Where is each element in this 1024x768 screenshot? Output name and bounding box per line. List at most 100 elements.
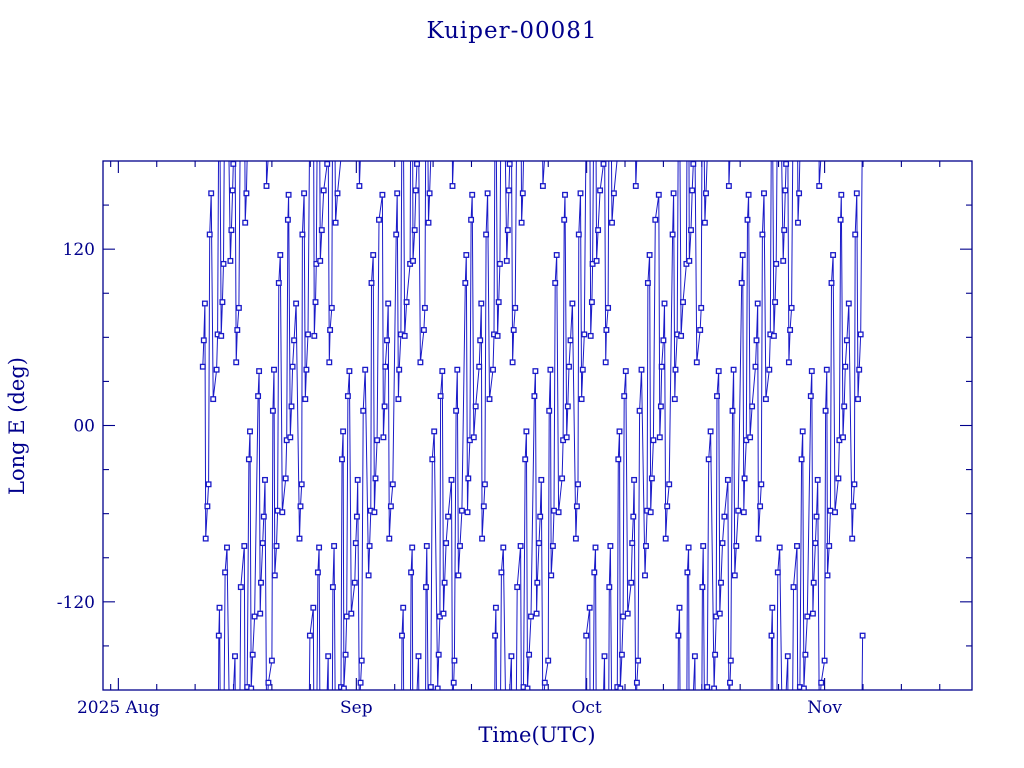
data-point-marker [852,231,859,238]
data-point-marker [340,428,347,435]
data-point-marker [776,544,783,551]
data-series [199,161,866,690]
x-tick-label: 2025 Aug [77,698,160,718]
data-point-marker [358,657,365,664]
data-point-marker [256,368,263,375]
data-point-marker [602,359,609,366]
data-point-marker [469,191,476,198]
data-point-marker [564,403,571,410]
data-point-marker [263,183,270,189]
data-point-marker [293,300,300,307]
data-point-marker [500,544,507,551]
data-point-marker [772,299,779,306]
data-point-marker [259,540,266,547]
data-point-marker [857,331,864,338]
data-point-marker [393,231,400,238]
data-point-marker [298,481,305,488]
data-point-marker [360,407,367,414]
data-point-marker [657,403,664,410]
data-point-marker [551,507,557,514]
data-point-marker [621,393,628,400]
data-point-marker [600,161,607,167]
data-point-marker [788,304,795,311]
data-point-marker [762,396,769,403]
data-point-marker [773,260,780,267]
data-point-marker [476,363,483,370]
data-point-marker [492,632,499,639]
data-point-marker [738,280,745,286]
data-point-marker [697,327,704,333]
data-point-marker [770,332,777,339]
data-point-marker [796,190,803,197]
data-point-marker [563,434,570,441]
data-point-marker [741,475,748,482]
data-point-marker [479,535,486,542]
data-point-marker [573,503,580,510]
data-point-marker [813,513,820,520]
data-point-marker [457,543,463,549]
data-point-marker [731,572,738,579]
data-point-marker [431,428,438,435]
data-point-marker [339,456,345,463]
data-point-marker [213,366,220,373]
data-point-marker [790,584,797,591]
data-point-marker [716,610,723,617]
data-point-marker [607,543,614,549]
data-point-marker [814,476,821,483]
longitude-series-line [202,161,864,690]
data-point-marker [538,476,545,483]
data-point-marker [822,407,829,414]
data-point-marker [794,543,800,549]
data-point-marker [631,476,638,483]
data-point-marker [783,161,790,167]
data-point-marker [523,428,530,435]
data-point-marker [718,579,724,586]
data-point-marker [451,657,458,664]
data-point-marker [572,535,579,542]
data-point-marker [248,685,255,690]
data-point-marker [648,475,655,482]
data-point-marker [384,337,390,344]
data-point-marker [372,475,379,482]
data-point-marker [291,337,298,344]
data-point-marker [541,679,548,686]
data-point-marker [376,216,382,223]
data-point-marker [671,396,678,403]
data-point-marker [495,299,502,306]
data-point-markers [199,161,866,690]
data-point-marker [382,363,389,370]
data-point-marker [508,653,515,660]
data-point-marker [387,503,394,510]
data-point-marker [652,216,659,223]
data-point-marker [470,434,477,441]
data-point-marker [754,300,761,307]
data-point-marker [458,507,465,514]
data-point-marker [531,393,538,400]
data-point-marker [615,456,622,463]
data-point-marker [218,332,225,339]
data-point-marker [656,434,663,441]
data-point-marker [539,183,546,189]
data-point-marker [494,332,501,339]
data-point-marker [227,257,234,264]
data-point-marker [318,227,325,234]
data-point-marker [725,183,732,189]
data-point-marker [420,327,427,333]
data-point-marker [548,572,555,579]
data-point-marker [380,434,387,441]
data-point-marker [498,569,505,576]
data-point-marker [559,475,566,482]
data-point-marker [714,393,720,400]
data-point-marker [519,190,526,197]
data-point-marker [454,366,461,373]
data-point-marker [441,579,448,586]
data-point-marker [201,300,208,307]
data-point-marker [769,604,776,611]
data-point-marker [644,280,651,286]
data-point-marker [371,509,378,516]
data-point-marker [662,535,669,542]
data-point-marker [830,252,837,258]
data-point-marker [443,540,450,547]
data-point-marker [490,366,496,373]
